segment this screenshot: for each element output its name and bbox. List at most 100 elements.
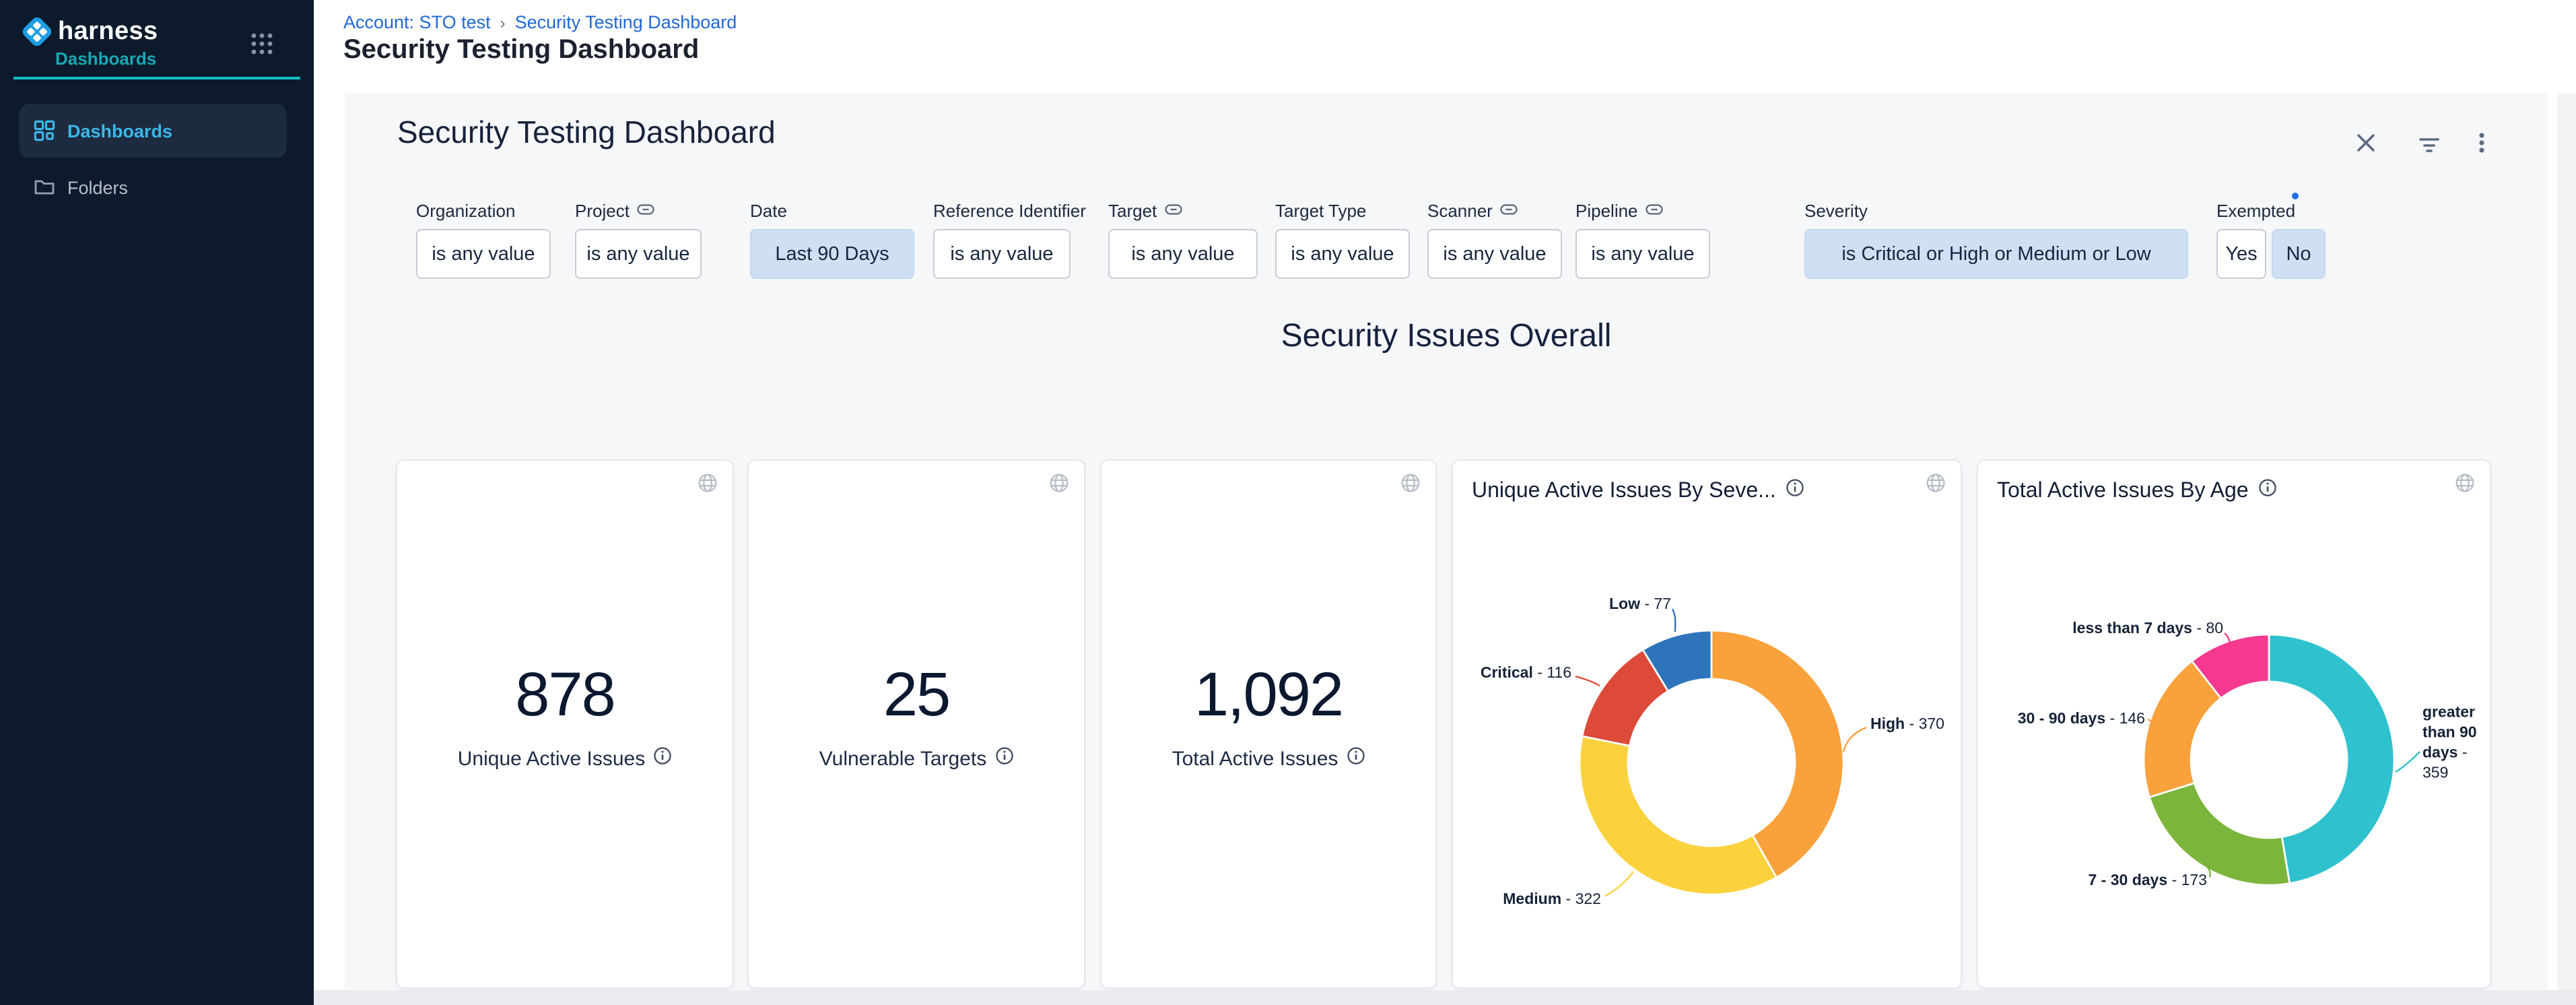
- filter-label: Project: [575, 199, 702, 221]
- harness-logo-icon[interactable]: [20, 15, 54, 48]
- leader-line: [1575, 675, 1600, 687]
- dashboard-actions: [345, 131, 2548, 199]
- filter-pipeline: Pipeline is any value: [1575, 199, 1710, 279]
- globe-icon: [2455, 473, 2475, 493]
- donut-slice-greater-than-90-days[interactable]: [2268, 633, 2396, 885]
- dashboard-title: Security Testing Dashboard: [397, 115, 776, 150]
- sidebar: harness Dashboards: [0, 0, 314, 1005]
- close-icon[interactable]: [2354, 131, 2378, 155]
- content-area: Security Testing Dashboard: [314, 93, 2576, 1005]
- tiles-row: 878 Unique Active Issues 25 Vulnerable T…: [345, 459, 2548, 989]
- pie-label-medium: Medium - 322: [1503, 892, 1601, 908]
- filter-label: Target Type: [1275, 200, 1367, 220]
- exempted-no-button[interactable]: No: [2272, 229, 2326, 279]
- pie-label-greater-than-90-days: greater than 90 days - 359: [2422, 705, 2477, 781]
- stat-label: Total Active Issues: [1101, 746, 1435, 771]
- leader-line: [2147, 718, 2153, 727]
- filter-date: Date Last 90 Days: [750, 199, 914, 279]
- stat-label: Vulnerable Targets: [749, 746, 1084, 771]
- leader-line: [1604, 871, 1634, 897]
- filter-label: Reference Identifier: [933, 200, 1086, 220]
- info-icon[interactable]: [1346, 746, 1365, 771]
- page-title: Security Testing Dashboard: [343, 35, 700, 65]
- filter-target: Target is any value: [1108, 199, 1258, 279]
- breadcrumb-account-link[interactable]: Account: STO test: [343, 12, 491, 32]
- filter-value-reference-identifier[interactable]: is any value: [933, 229, 1071, 279]
- link-icon: [1501, 200, 1518, 220]
- kebab-menu-icon[interactable]: [2470, 131, 2494, 155]
- globe-icon: [1926, 473, 1946, 493]
- filter-severity: Severity is Critical or High or Medium or…: [1804, 199, 2188, 279]
- dashboards-icon: [34, 120, 55, 141]
- leader-line: [2224, 633, 2232, 659]
- vertical-scrollbar[interactable]: [2557, 93, 2576, 990]
- filter-project: Project is any value: [575, 199, 702, 279]
- filter-label: Severity: [1804, 200, 1868, 220]
- stat-label: Unique Active Issues: [397, 746, 733, 771]
- filter-value-pipeline[interactable]: is any value: [1575, 229, 1710, 279]
- info-icon[interactable]: [653, 746, 672, 771]
- filter-scanner: Scanner is any value: [1427, 199, 1562, 279]
- filter-value-project[interactable]: is any value: [575, 229, 702, 279]
- filter-exempted: Exempted Yes No: [2216, 199, 2326, 279]
- exempted-yes-button[interactable]: Yes: [2216, 229, 2266, 279]
- leader-line: [1842, 726, 1867, 752]
- donut-slice-low[interactable]: [1641, 629, 1713, 692]
- filter-target-type: Target Type is any value: [1275, 199, 1410, 279]
- sidebar-item-folders[interactable]: Folders: [19, 160, 287, 214]
- info-icon[interactable]: [994, 746, 1013, 771]
- filter-label: Pipeline: [1575, 199, 1710, 221]
- filter-organization: Organization is any value: [416, 199, 551, 279]
- stat-card-vulnerable-targets: 25 Vulnerable Targets: [747, 459, 1085, 989]
- sidebar-item-label: Folders: [67, 177, 129, 197]
- filter-value-target-type[interactable]: is any value: [1275, 229, 1410, 279]
- filter-bar: Organization is any value Project is any va…: [345, 199, 2548, 280]
- horizontal-scrollbar[interactable]: [314, 990, 2576, 1005]
- filter-value-severity[interactable]: is Critical or High or Medium or Low: [1804, 229, 2188, 279]
- donut-slice-medium[interactable]: [1578, 735, 1778, 896]
- filter-label: Scanner: [1427, 199, 1562, 221]
- pie-label-7-30-days: 7 - 30 days - 173: [2088, 873, 2208, 889]
- info-icon[interactable]: [2258, 478, 2277, 504]
- pie-label-high: High - 370: [1870, 717, 1944, 733]
- apps-grid-icon[interactable]: [250, 32, 273, 55]
- leader-line: [1671, 608, 1676, 633]
- module-label: Dashboards: [55, 48, 157, 69]
- filter-value-scanner[interactable]: is any value: [1427, 229, 1562, 279]
- donut-slice-high[interactable]: [1710, 629, 1845, 879]
- filter-label: Exempted: [2216, 200, 2296, 220]
- donut-chart-severity[interactable]: High - 370 Medium - 322 Critical - 116 Low …: [1453, 461, 1961, 987]
- sidebar-item-label: Dashboards: [67, 121, 173, 141]
- pie-label-low: Low - 77: [1608, 597, 1671, 613]
- donut-slice-7-30-days[interactable]: [2148, 781, 2291, 886]
- stat-value: 25: [883, 659, 951, 729]
- pie-label-critical: Critical - 116: [1480, 666, 1571, 682]
- link-icon: [1165, 200, 1182, 220]
- info-icon[interactable]: [1786, 478, 1804, 504]
- chart-card-issues-by-age: Total Active Issues By Age greater than …: [1977, 459, 2491, 989]
- top-header: Account: STO test › Security Testing Das…: [314, 0, 2576, 93]
- globe-icon: [1400, 473, 1421, 493]
- leader-line: [2395, 751, 2420, 773]
- donut-slice-less-than-7-days[interactable]: [2190, 633, 2270, 700]
- filter-icon[interactable]: [2417, 132, 2441, 156]
- filter-value-target[interactable]: is any value: [1108, 229, 1258, 279]
- pie-label-30-90-days: 30 - 90 days - 146: [2017, 711, 2145, 727]
- chart-title: Total Active Issues By Age: [1997, 478, 2277, 504]
- stat-value: 878: [515, 659, 616, 729]
- sidebar-item-dashboards[interactable]: Dashboards: [19, 104, 287, 158]
- chart-card-issues-by-severity: Unique Active Issues By Seve... High - 3…: [1452, 459, 1962, 989]
- stat-card-total-active-issues: 1,092 Total Active Issues: [1100, 459, 1437, 989]
- filter-value-organization[interactable]: is any value: [416, 229, 551, 279]
- breadcrumb-page-link[interactable]: Security Testing Dashboard: [514, 12, 737, 32]
- chart-title: Unique Active Issues By Seve...: [1472, 478, 1804, 504]
- folder-icon: [34, 176, 55, 198]
- link-icon: [638, 200, 655, 220]
- donut-chart-age[interactable]: greater than 90 days - 359 7 - 30 days - …: [1978, 461, 2490, 987]
- filter-label: Target: [1108, 199, 1258, 221]
- pie-label-less-than-7-days: less than 7 days - 80: [2072, 621, 2223, 637]
- filter-value-date[interactable]: Last 90 Days: [750, 229, 914, 279]
- leader-line: [2204, 863, 2211, 878]
- breadcrumb: Account: STO test › Security Testing Das…: [343, 12, 737, 32]
